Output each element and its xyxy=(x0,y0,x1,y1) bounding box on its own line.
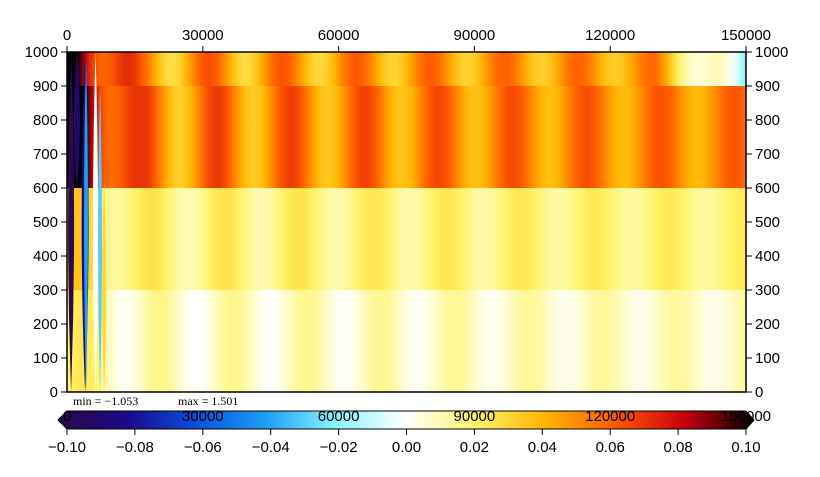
y-tick-label: 900 xyxy=(33,78,58,95)
colorbar-overlay-label: 150000 xyxy=(721,408,771,425)
heatmap-spike xyxy=(93,52,99,392)
x-tick-label: 0 xyxy=(63,27,71,44)
y-tick-label: 300 xyxy=(33,282,58,299)
colorbar-body xyxy=(57,410,755,430)
y-tick-label-right: 300 xyxy=(755,282,780,299)
plot-area xyxy=(66,51,747,393)
y-tick-label-right: 900 xyxy=(755,78,780,95)
y-tick-label-right: 0 xyxy=(755,384,763,401)
heatmap-layer xyxy=(67,86,746,188)
heatmap-spikes xyxy=(68,52,107,392)
colorbar-tick-label: −0.10 xyxy=(48,439,86,456)
x-axis-top: 0 30000 60000 90000 120000 150000 xyxy=(63,27,771,52)
y-tick-label-right: 200 xyxy=(755,316,780,333)
y-tick-label: 700 xyxy=(33,146,58,163)
y-tick-label: 600 xyxy=(33,180,58,197)
x-tick-label: 120000 xyxy=(585,27,635,44)
colorbar-overlay-label: 0 xyxy=(63,408,71,425)
colorbar-tick-label: −0.08 xyxy=(116,439,154,456)
y-tick-label-right: 600 xyxy=(755,180,780,197)
heatmap-spike xyxy=(68,52,75,392)
y-tick-label: 800 xyxy=(33,112,58,129)
y-tick-label: 100 xyxy=(33,350,58,367)
x-tick-label: 150000 xyxy=(721,27,771,44)
y-tick-label-right: 1000 xyxy=(755,44,788,61)
y-tick-label-right: 100 xyxy=(755,350,780,367)
colorbar-tick-label: −0.04 xyxy=(252,439,290,456)
heatmap-field xyxy=(67,52,746,392)
colorbar-overlay-label: 90000 xyxy=(454,408,496,425)
y-tick-label: 400 xyxy=(33,248,58,265)
colorbar-tick-label: −0.02 xyxy=(320,439,358,456)
y-axis-right: 0 100 200 300 400 500 600 700 800 900 1000 xyxy=(746,44,788,401)
colorbar-tick-label: 0.08 xyxy=(663,439,692,456)
colorbar-overlay-label: 60000 xyxy=(318,408,360,425)
heatmap-spike xyxy=(98,86,103,392)
colorbar-tick-label: 0.10 xyxy=(731,439,760,456)
y-tick-label-right: 700 xyxy=(755,146,780,163)
heatmap-spike xyxy=(102,181,107,392)
heatmap-layer xyxy=(67,52,746,86)
x-tick-label: 60000 xyxy=(318,27,360,44)
colorbar-ticks: −0.10 −0.08 −0.06 −0.04 −0.02 0.00 0.02 0.04 0.0… xyxy=(48,408,771,456)
colorbar-tick-label: −0.06 xyxy=(184,439,222,456)
colorbar-tick-label: 0.00 xyxy=(392,439,421,456)
colorbar-overlay-label: 30000 xyxy=(182,408,224,425)
heatmap-layer xyxy=(67,290,746,392)
x-tick-label: 30000 xyxy=(182,27,224,44)
colorbar-tick-label: 0.06 xyxy=(596,439,625,456)
max-label: max = 1.501 xyxy=(178,394,238,408)
heatmap-spike xyxy=(84,55,89,392)
y-tick-label-right: 800 xyxy=(755,112,780,129)
y-axis-left: 0 100 200 300 400 500 600 700 800 900 1000 xyxy=(25,44,67,401)
min-label: min = −1.053 xyxy=(73,394,138,408)
y-tick-label-right: 500 xyxy=(755,214,780,231)
y-tick-label: 200 xyxy=(33,316,58,333)
y-tick-label: 500 xyxy=(33,214,58,231)
colorbar: −0.10 −0.08 −0.06 −0.04 −0.02 0.00 0.02 0.04 0.0… xyxy=(48,408,771,456)
colorbar-tick-label: 0.04 xyxy=(528,439,557,456)
y-tick-label: 0 xyxy=(50,384,58,401)
y-tick-label: 1000 xyxy=(25,44,58,61)
colorbar-overlay-label: 120000 xyxy=(585,408,635,425)
y-tick-label-right: 400 xyxy=(755,248,780,265)
heatmap-layer xyxy=(67,188,746,290)
x-tick-label: 90000 xyxy=(454,27,496,44)
heatmap-spike xyxy=(73,52,80,188)
colorbar-tick-label: 0.02 xyxy=(460,439,489,456)
